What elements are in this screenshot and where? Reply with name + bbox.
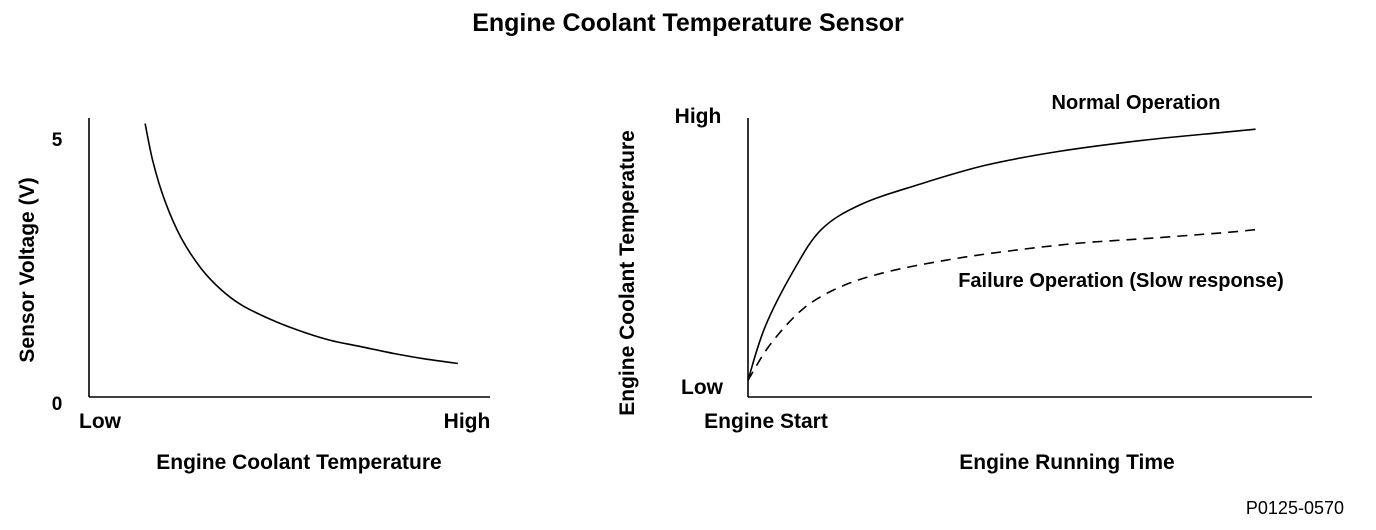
page-title: Engine Coolant Temperature Sensor <box>472 9 904 37</box>
chart2-series-failure <box>747 228 1256 381</box>
chart1-x-axis-label: Engine Coolant Temperature <box>156 451 441 474</box>
chart2-x-tick-start: Engine Start <box>704 410 828 433</box>
chart1-x-tick-low: Low <box>79 410 122 433</box>
series-label-normal: Normal Operation <box>1052 92 1221 114</box>
series-label-failure: Failure Operation (Slow response) <box>958 270 1284 292</box>
chart2-y-axis-label: Engine Coolant Temperature <box>616 130 639 415</box>
chart1-x-tick-high: High <box>444 410 491 433</box>
figure-reference: P0125-0570 <box>1245 498 1344 518</box>
chart1-y-axis-label: Sensor Voltage (V) <box>16 177 39 362</box>
chart2-x-axis-label: Engine Running Time <box>959 451 1174 474</box>
chart1-y-tick-high: 5 <box>52 130 63 151</box>
chart2-y-tick-low: Low <box>681 376 724 399</box>
chart2-y-tick-high: High <box>675 105 722 128</box>
chart1-series-voltage <box>144 123 459 365</box>
chart1-y-tick-low: 0 <box>52 394 63 415</box>
chart2-series-normal <box>747 128 1256 381</box>
